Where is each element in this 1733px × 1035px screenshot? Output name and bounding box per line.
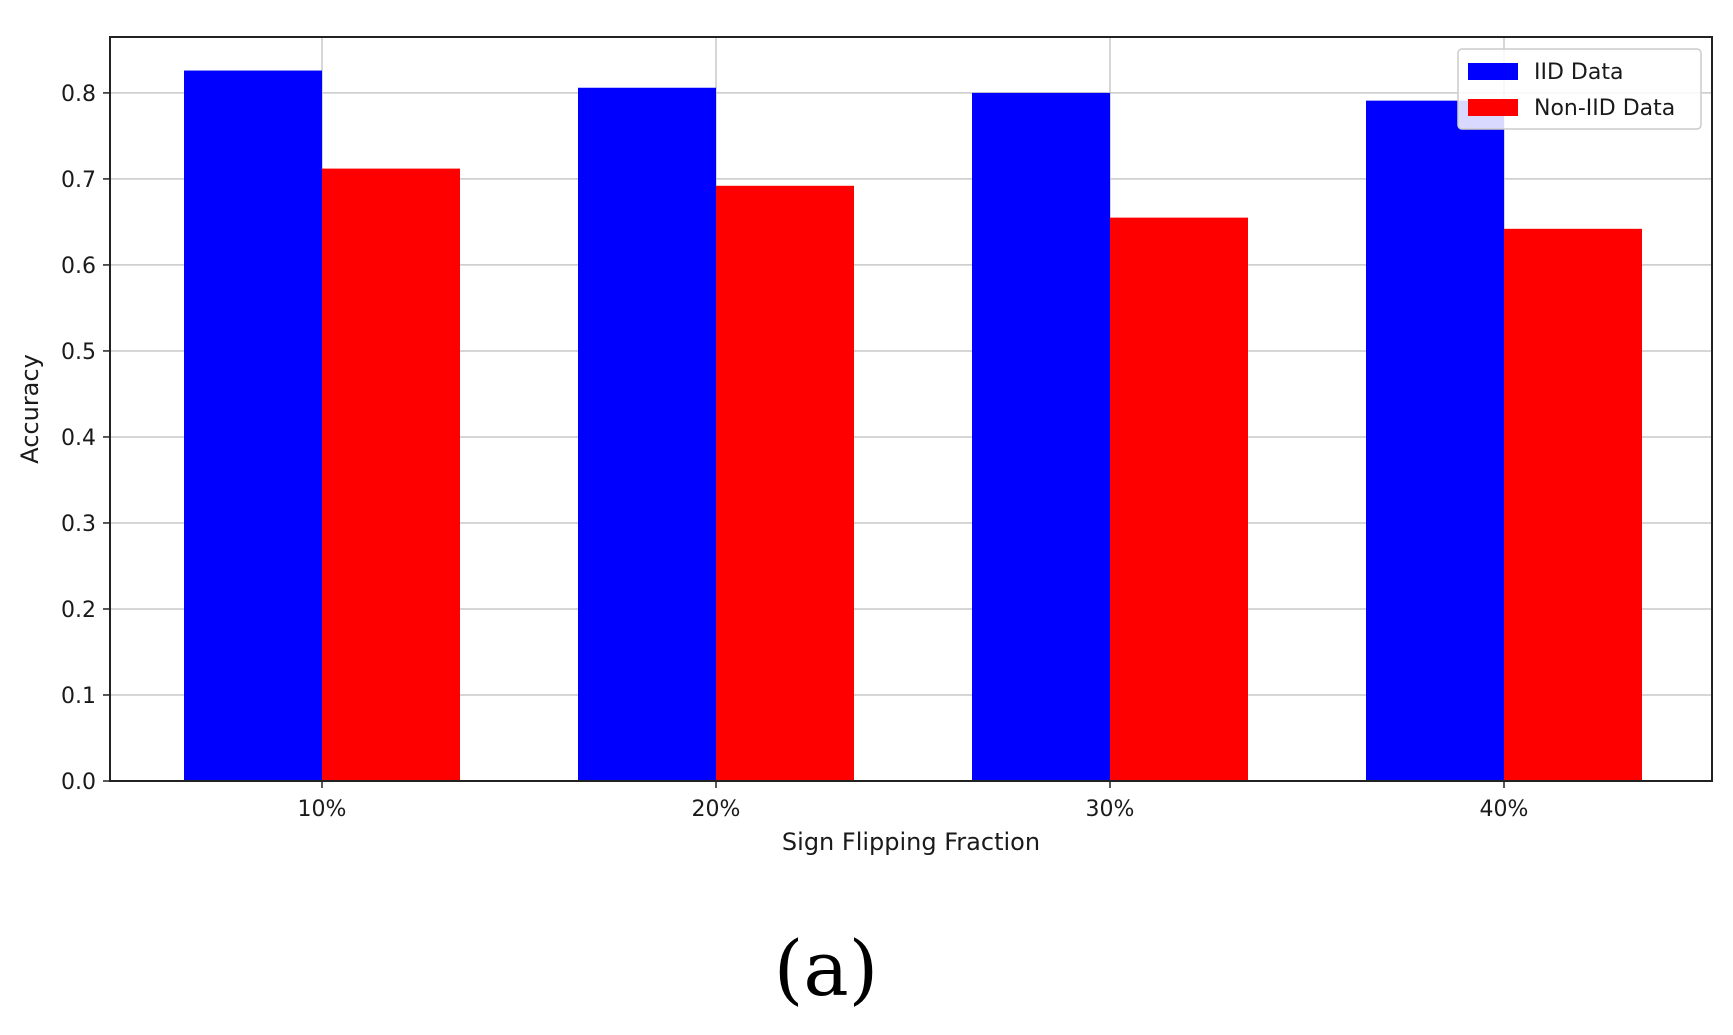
bar-iid-30pct [972, 92, 1110, 781]
bar-non-iid-40pct [1504, 228, 1642, 781]
figure-caption: (a) [774, 924, 879, 1013]
y-tick-label: 0.0 [61, 770, 96, 795]
y-tick-label: 0.2 [61, 598, 96, 623]
y-tick-label: 0.5 [61, 340, 96, 365]
legend-box [1457, 48, 1702, 130]
x-tick-label: 30% [1086, 797, 1135, 822]
y-axis-ticks: 0.0 0.1 0.2 0.3 0.4 0.5 0.6 0.7 0.8 [61, 82, 110, 795]
y-tick-label: 0.4 [61, 426, 96, 451]
legend-swatch-iid [1468, 63, 1518, 80]
bar-iid-40pct [1366, 100, 1504, 781]
bars [184, 70, 1642, 782]
x-axis-ticks: 10% 20% 30% 40% [298, 781, 1529, 822]
legend-label-iid: IID Data [1534, 60, 1623, 85]
y-tick-label: 0.8 [61, 82, 96, 107]
plot-frame [109, 36, 1713, 782]
y-tick-label: 0.7 [61, 168, 96, 193]
x-tick-label: 40% [1480, 797, 1529, 822]
y-tick-label: 0.3 [61, 512, 96, 537]
y-tick-label: 0.6 [61, 254, 96, 279]
legend-swatch-non-iid [1468, 99, 1518, 116]
bar-non-iid-20pct [716, 185, 854, 782]
bar-iid-10pct [184, 70, 322, 782]
legend: IID Data Non-IID Data [1457, 48, 1702, 130]
legend-label-non-iid: Non-IID Data [1534, 96, 1675, 121]
y-tick-label: 0.1 [61, 684, 96, 709]
x-tick-label: 20% [692, 797, 741, 822]
bar-iid-20pct [578, 87, 716, 781]
bar-non-iid-10pct [322, 168, 460, 782]
x-tick-label: 10% [298, 797, 347, 822]
x-axis-label: Sign Flipping Fraction [782, 828, 1040, 856]
bar-non-iid-30pct [1110, 217, 1248, 782]
y-axis-label: Accuracy [16, 354, 44, 464]
